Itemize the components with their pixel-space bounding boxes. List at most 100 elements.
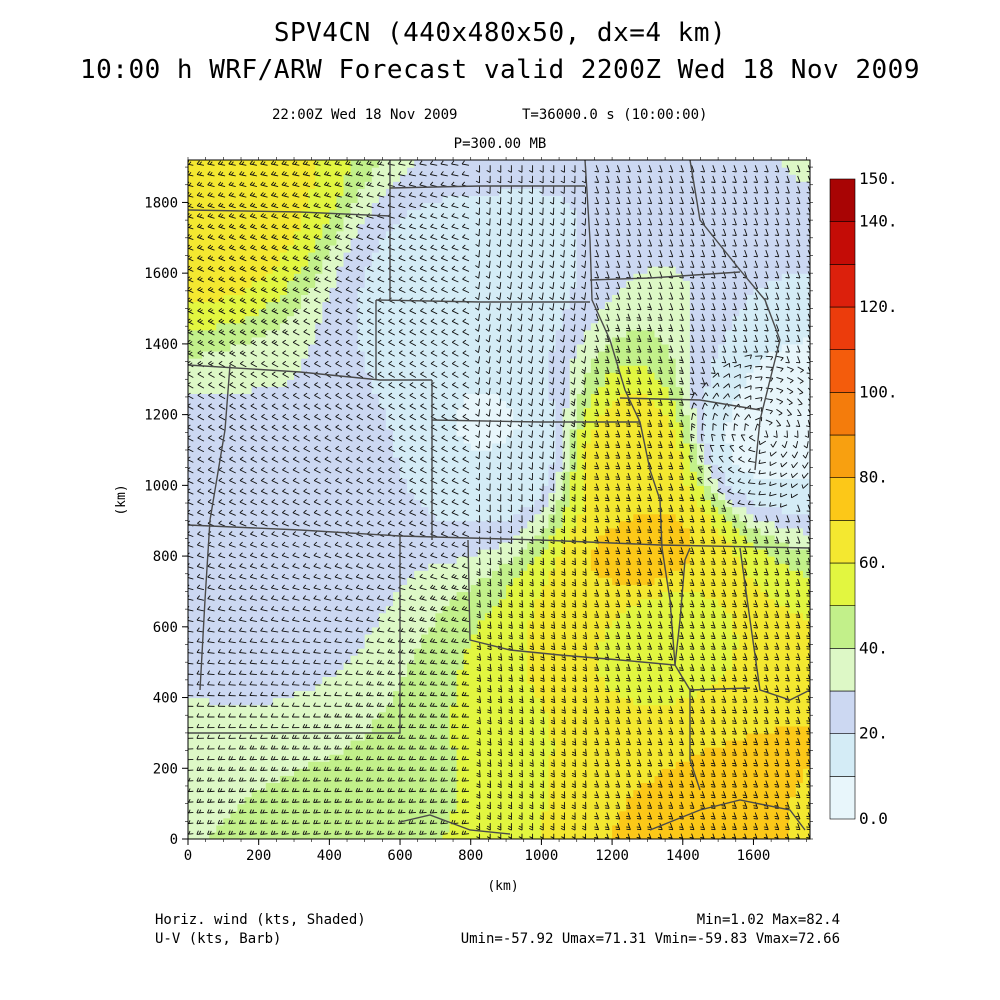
wind-barb-flag bbox=[742, 786, 748, 788]
wind-barb-flag bbox=[355, 659, 359, 664]
wind-barb-flag bbox=[487, 616, 492, 619]
wind-barb bbox=[542, 579, 545, 587]
wind-barb bbox=[440, 833, 448, 835]
wind-barb bbox=[616, 738, 621, 745]
wind-barb bbox=[542, 632, 545, 640]
wind-barb-flag bbox=[408, 734, 412, 739]
wind-barb bbox=[606, 589, 610, 597]
wind-barb-flag bbox=[411, 628, 414, 632]
wind-barb-flag bbox=[451, 520, 456, 524]
wind-barb bbox=[387, 576, 395, 580]
wind-barb bbox=[510, 759, 513, 767]
wind-barb-flag bbox=[377, 541, 381, 546]
wind-barb-flag bbox=[345, 595, 349, 599]
wind-barb-flag bbox=[679, 775, 684, 778]
wind-barb-flag bbox=[497, 793, 502, 797]
wind-barb-flag bbox=[453, 766, 456, 771]
wind-barb bbox=[701, 706, 706, 714]
wind-barb bbox=[754, 674, 759, 682]
wind-barb bbox=[334, 576, 342, 580]
wind-barb bbox=[281, 662, 289, 665]
wind-barb-flag bbox=[419, 809, 422, 814]
wind-barb-flag bbox=[529, 719, 534, 722]
wind-barb bbox=[430, 673, 438, 676]
wind-barb-flag bbox=[291, 755, 295, 760]
wind-barb-flag bbox=[387, 584, 391, 589]
wind-barb bbox=[521, 780, 523, 788]
wind-barb-flag bbox=[582, 530, 586, 534]
wind-barb-flag bbox=[430, 552, 434, 556]
wind-barb-flag bbox=[540, 732, 545, 735]
wind-barb-flag bbox=[419, 670, 423, 675]
wind-barb-flag bbox=[615, 627, 620, 629]
wind-barb-flag bbox=[571, 743, 576, 746]
wind-barb-flag bbox=[689, 680, 695, 682]
wind-barb-flag bbox=[196, 723, 200, 728]
wind-barb-flag bbox=[400, 809, 403, 814]
wind-barb bbox=[440, 565, 448, 569]
wind-barb-flag bbox=[710, 826, 715, 828]
wind-barb-flag bbox=[753, 837, 757, 839]
wind-barb bbox=[680, 631, 684, 639]
wind-barb bbox=[701, 642, 706, 650]
wind-barb-flag bbox=[594, 605, 599, 608]
wind-barb-flag bbox=[796, 637, 801, 640]
wind-barb bbox=[260, 630, 268, 633]
wind-barb bbox=[648, 685, 653, 692]
wind-barb-flag bbox=[582, 592, 587, 595]
wind-barb-flag bbox=[508, 626, 513, 629]
wind-barb-flag bbox=[421, 649, 425, 654]
wind-barb bbox=[669, 716, 674, 724]
wind-barb-flag bbox=[376, 787, 380, 792]
wind-barb-flag bbox=[397, 766, 401, 771]
wind-barb bbox=[712, 525, 716, 533]
wind-barb bbox=[500, 695, 503, 703]
wind-barb-flag bbox=[302, 819, 305, 824]
wind-barb-flag bbox=[669, 840, 673, 841]
wind-barb-flag bbox=[774, 627, 779, 629]
wind-barb-flag bbox=[270, 798, 274, 803]
wind-barb-flag bbox=[345, 541, 349, 546]
wind-barb-flag bbox=[249, 595, 254, 599]
wind-barb-flag bbox=[519, 647, 524, 651]
wind-barb-flag bbox=[497, 815, 502, 818]
wind-barb-flag bbox=[281, 691, 285, 696]
wind-barb-flag bbox=[239, 584, 243, 589]
wind-barb bbox=[441, 533, 448, 538]
wind-barb-flag bbox=[679, 765, 684, 767]
wind-barb-flag bbox=[239, 616, 243, 621]
wind-barb-flag bbox=[345, 670, 348, 675]
wind-barb bbox=[807, 748, 810, 756]
wind-barb-flag bbox=[217, 681, 221, 685]
wind-barb bbox=[281, 790, 289, 793]
wind-barb bbox=[196, 598, 205, 601]
wind-barb-flag bbox=[230, 798, 233, 803]
wind-barb-flag bbox=[732, 775, 737, 778]
wind-barb-flag bbox=[732, 603, 736, 606]
wind-barb-flag bbox=[550, 743, 555, 746]
wind-barb bbox=[627, 525, 631, 533]
wind-barb-flag bbox=[356, 509, 360, 514]
wind-barb bbox=[616, 822, 621, 830]
wind-barb-flag bbox=[785, 669, 790, 671]
wind-barb-flag bbox=[260, 616, 264, 621]
wind-barb-flag bbox=[742, 563, 748, 565]
wind-barb-flag bbox=[550, 552, 555, 555]
wind-barb-flag bbox=[419, 648, 423, 653]
wind-barb bbox=[553, 727, 556, 735]
wind-barb bbox=[303, 608, 311, 612]
wind-barb bbox=[574, 579, 577, 587]
wind-barb-flag bbox=[605, 775, 610, 778]
wind-barb-flag bbox=[366, 777, 369, 782]
wind-barb-flag bbox=[397, 787, 401, 792]
wind-barb bbox=[701, 610, 706, 618]
wind-barb bbox=[638, 812, 642, 820]
wind-barb bbox=[387, 662, 395, 665]
wind-barb-flag bbox=[281, 819, 284, 824]
wind-barb-flag bbox=[561, 669, 566, 672]
wind-barb bbox=[701, 759, 706, 767]
wind-barb-flag bbox=[774, 743, 779, 746]
wind-barb-flag bbox=[518, 783, 523, 786]
wind-barb-flag bbox=[432, 681, 435, 686]
wind-barb-flag bbox=[397, 809, 401, 814]
